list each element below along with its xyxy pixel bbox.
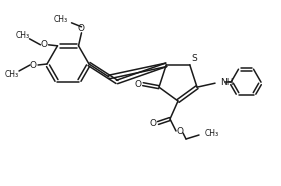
Text: S: S (191, 54, 197, 63)
Text: O: O (40, 40, 47, 49)
Text: CH₃: CH₃ (15, 31, 30, 40)
Text: NH: NH (220, 78, 234, 87)
Text: O: O (78, 24, 85, 33)
Text: O: O (176, 127, 183, 137)
Text: O: O (149, 119, 157, 129)
Text: O: O (135, 80, 141, 89)
Text: CH₃: CH₃ (53, 15, 67, 24)
Text: CH₃: CH₃ (5, 70, 19, 78)
Text: CH₃: CH₃ (205, 129, 219, 137)
Text: O: O (30, 60, 37, 70)
